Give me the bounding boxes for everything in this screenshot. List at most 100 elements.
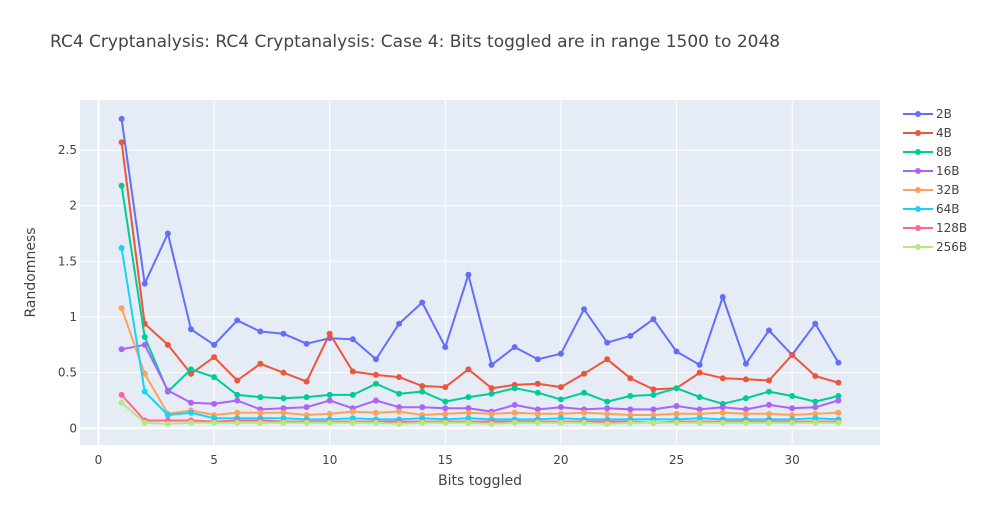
- data-point: [465, 419, 472, 426]
- data-point: [211, 374, 218, 381]
- data-point: [442, 419, 449, 426]
- grid-lines: [80, 100, 880, 445]
- data-point: [766, 419, 773, 426]
- data-point: [719, 375, 726, 382]
- series-line: [120, 142, 839, 391]
- series-line: [120, 394, 839, 424]
- data-point: [442, 410, 449, 417]
- data-point: [673, 410, 680, 417]
- data-point: [118, 305, 125, 312]
- data-point: [465, 409, 472, 416]
- data-point: [187, 409, 194, 416]
- series-8B: [118, 182, 842, 407]
- data-point: [118, 245, 125, 252]
- data-point: [719, 419, 726, 426]
- data-point: [650, 411, 657, 418]
- data-point: [627, 375, 634, 382]
- data-point: [488, 420, 495, 427]
- data-point: [766, 410, 773, 417]
- data-point: [557, 410, 564, 417]
- data-point: [581, 370, 588, 377]
- legend-item[interactable]: 64B: [903, 202, 960, 216]
- data-point: [719, 409, 726, 416]
- data-point: [211, 419, 218, 426]
- data-point: [557, 396, 564, 403]
- data-point: [280, 395, 287, 402]
- y-tick-label: 1: [69, 310, 77, 324]
- data-point: [234, 391, 241, 398]
- legend-item[interactable]: 16B: [903, 164, 960, 178]
- data-point: [604, 398, 611, 405]
- data-point: [442, 405, 449, 412]
- data-point: [534, 419, 541, 426]
- series-16B: [118, 341, 842, 415]
- data-point: [488, 390, 495, 397]
- data-point: [557, 384, 564, 391]
- x-axis-title: Bits toggled: [438, 473, 522, 489]
- data-point: [257, 394, 264, 401]
- data-point: [141, 280, 148, 287]
- data-point: [349, 419, 356, 426]
- legend-item[interactable]: 128B: [903, 221, 967, 235]
- data-point: [581, 306, 588, 313]
- plot-area: [80, 100, 880, 445]
- legend-marker: [915, 111, 921, 117]
- series-32B: [118, 305, 842, 418]
- data-point: [465, 405, 472, 412]
- data-point: [164, 420, 171, 427]
- series-group: [118, 115, 842, 427]
- data-point: [673, 348, 680, 355]
- data-point: [627, 419, 634, 426]
- legend-marker: [915, 244, 921, 250]
- data-point: [141, 388, 148, 395]
- legend-item[interactable]: 4B: [903, 126, 952, 140]
- data-point: [604, 339, 611, 346]
- data-point: [164, 341, 171, 348]
- data-point: [118, 139, 125, 146]
- legend-item[interactable]: 32B: [903, 183, 960, 197]
- data-point: [789, 419, 796, 426]
- legend-marker: [915, 187, 921, 193]
- data-point: [673, 419, 680, 426]
- data-point: [303, 411, 310, 418]
- data-point: [187, 399, 194, 406]
- legend-item[interactable]: 256B: [903, 240, 967, 254]
- x-tick-label: 30: [784, 453, 799, 467]
- data-point: [766, 377, 773, 384]
- data-point: [211, 341, 218, 348]
- data-point: [511, 385, 518, 392]
- y-tick-label: 0.5: [58, 366, 77, 380]
- data-point: [581, 409, 588, 416]
- data-point: [326, 391, 333, 398]
- data-point: [835, 419, 842, 426]
- data-point: [257, 409, 264, 416]
- data-point: [812, 373, 819, 379]
- legend-item[interactable]: 8B: [903, 145, 952, 159]
- data-point: [627, 393, 634, 400]
- chart-title: RC4 Cryptanalysis: RC4 Cryptanalysis: Ca…: [50, 32, 781, 52]
- data-point: [604, 410, 611, 417]
- legend: 2B 4B 8B 16B 32B 64B 128B 256B: [903, 107, 967, 254]
- data-point: [419, 404, 426, 411]
- data-point: [257, 328, 264, 335]
- data-point: [419, 419, 426, 426]
- data-point: [696, 361, 703, 368]
- data-point: [187, 419, 194, 426]
- data-point: [164, 230, 171, 237]
- y-tick-label: 2: [69, 199, 77, 213]
- data-point: [303, 404, 310, 411]
- data-point: [534, 380, 541, 387]
- x-tick-label: 15: [438, 453, 453, 467]
- legend-marker: [915, 149, 921, 155]
- y-axis-ticks: 0 0.5 1 1.5 2 2.5: [58, 143, 77, 435]
- data-point: [534, 410, 541, 417]
- data-point: [442, 384, 449, 391]
- legend-item[interactable]: 2B: [903, 107, 952, 121]
- data-point: [742, 406, 749, 413]
- data-point: [234, 377, 241, 384]
- data-point: [164, 411, 171, 418]
- data-point: [604, 405, 611, 412]
- data-point: [511, 419, 518, 426]
- series-line: [120, 401, 839, 425]
- data-point: [118, 346, 125, 353]
